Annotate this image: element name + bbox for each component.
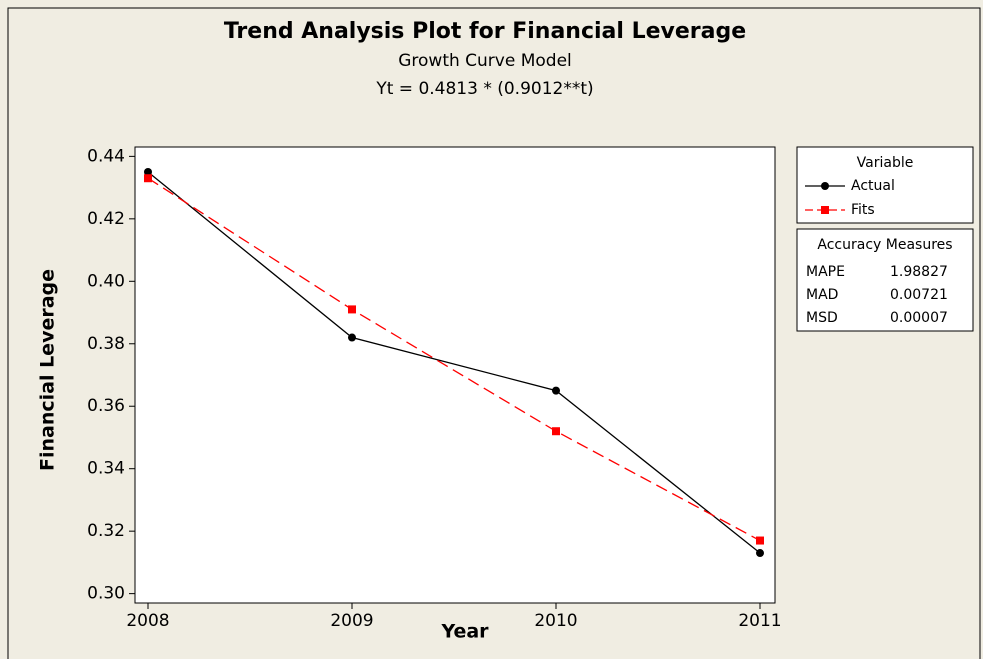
y-tick-label: 0.32 [87, 521, 125, 541]
x-tick-label: 2009 [330, 611, 373, 631]
x-tick-label: 2011 [738, 611, 781, 631]
y-tick-label: 0.42 [87, 209, 125, 229]
series-line [147, 171, 761, 554]
measure-value: 0.00007 [890, 310, 948, 326]
point [144, 167, 152, 176]
legend-marker [821, 206, 829, 214]
subtitle: Growth Curve Model [398, 51, 572, 71]
series-line [147, 177, 761, 542]
plot-area [134, 146, 776, 604]
point [348, 333, 356, 342]
y-tick-label: 0.40 [87, 271, 125, 291]
measure-value: 1.98827 [890, 264, 948, 280]
accuracy-title: Accuracy Measures [817, 237, 952, 253]
equation: Yt = 0.4813 * (0.9012**t) [375, 79, 593, 99]
legend-title: Variable [857, 155, 914, 171]
x-tick-label: 2008 [126, 611, 169, 631]
point [552, 386, 560, 395]
point [552, 427, 560, 436]
measure-value: 0.00721 [890, 287, 948, 303]
legend-marker [821, 182, 829, 190]
x-tick-label: 2010 [534, 611, 577, 631]
point [756, 536, 764, 545]
legend-label: Actual [851, 178, 895, 194]
accuracy-box [796, 228, 974, 332]
point [348, 305, 356, 314]
point [756, 549, 764, 558]
legend-label: Fits [851, 202, 875, 218]
chart-title: Trend Analysis Plot for Financial Levera… [224, 19, 746, 44]
y-tick-label: 0.38 [87, 334, 125, 354]
measure-name: MAPE [806, 264, 845, 280]
y-tick-label: 0.34 [87, 459, 125, 479]
y-tick-label: 0.44 [87, 146, 125, 166]
y-tick-label: 0.36 [87, 396, 125, 416]
y-axis-label: Financial Leverage [37, 269, 59, 471]
y-tick-label: 0.30 [87, 584, 125, 604]
x-axis-label: Year [440, 621, 489, 643]
measure-name: MAD [806, 287, 838, 303]
measure-name: MSD [806, 310, 838, 326]
point [144, 174, 152, 183]
